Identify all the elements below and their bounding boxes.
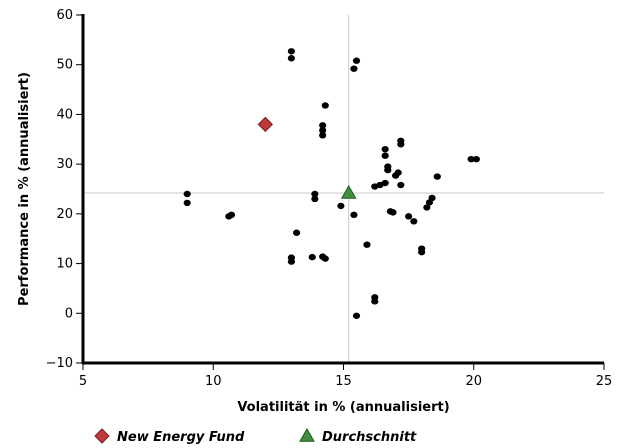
data-point	[381, 152, 389, 159]
data-point	[337, 202, 345, 210]
legend: New Energy Fund Durchschnitt	[94, 427, 417, 445]
axes	[76, 14, 605, 370]
data-point	[293, 229, 301, 236]
data-point	[418, 248, 426, 256]
data-point	[405, 213, 413, 220]
data-point	[321, 102, 329, 109]
data-point	[227, 211, 236, 219]
data-point	[319, 132, 327, 139]
data-point	[472, 155, 480, 163]
data-point	[389, 209, 397, 216]
data-point	[381, 179, 389, 187]
y-tick-label: 20	[56, 207, 73, 222]
legend-item: Durchschnitt	[299, 427, 417, 445]
reference-lines	[83, 15, 604, 363]
data-point	[397, 141, 405, 148]
data-point	[397, 181, 405, 189]
data-point	[381, 146, 389, 153]
data-point	[350, 65, 358, 72]
data-point	[183, 199, 191, 207]
triangle-icon	[299, 427, 315, 442]
x-tick-label: 5	[79, 374, 87, 389]
y-tick-label: 0	[65, 306, 73, 321]
y-tick-label: 60	[56, 8, 73, 23]
x-tick-label: 15	[335, 374, 352, 389]
data-point	[287, 55, 295, 62]
average-marker	[340, 184, 357, 199]
data-point	[371, 298, 379, 305]
data-point	[319, 127, 327, 134]
y-axis-title: Performance in % (annualisiert)	[17, 72, 32, 306]
y-tick-label: −10	[46, 356, 73, 371]
data-point	[428, 194, 436, 202]
data-point	[363, 241, 371, 248]
y-tick-label: 30	[56, 157, 73, 172]
data-point	[352, 312, 361, 319]
data-point	[311, 195, 319, 203]
data-point	[410, 218, 418, 225]
data-point	[311, 190, 319, 198]
data-point	[384, 166, 392, 174]
x-axis-title: Volatilität in % (annualisiert)	[237, 400, 449, 415]
y-tick-label: 50	[56, 58, 73, 73]
data-point	[394, 169, 402, 176]
data-point	[308, 253, 316, 261]
data-point	[321, 255, 329, 262]
legend-label: New Energy Fund	[117, 430, 245, 445]
data-point	[183, 190, 191, 198]
x-tick-label: 10	[205, 374, 222, 389]
diamond-icon	[94, 428, 110, 444]
tick-labels: −10 0 10 20 30 40 50 60 5 10 15 20 25	[46, 8, 613, 389]
data-point	[319, 122, 327, 129]
fund-marker	[257, 116, 274, 133]
x-tick-label: 25	[596, 374, 613, 389]
data-points	[183, 48, 480, 319]
data-point	[352, 57, 361, 64]
data-point	[433, 173, 441, 180]
y-tick-label: 40	[56, 107, 73, 122]
data-point	[423, 204, 431, 211]
data-point	[287, 48, 295, 55]
legend-label: Durchschnitt	[322, 430, 417, 445]
data-point	[467, 155, 475, 163]
data-point	[350, 211, 358, 219]
x-tick-label: 20	[465, 374, 482, 389]
data-point	[287, 258, 295, 265]
y-tick-label: 10	[56, 257, 73, 272]
legend-item: New Energy Fund	[94, 428, 245, 445]
